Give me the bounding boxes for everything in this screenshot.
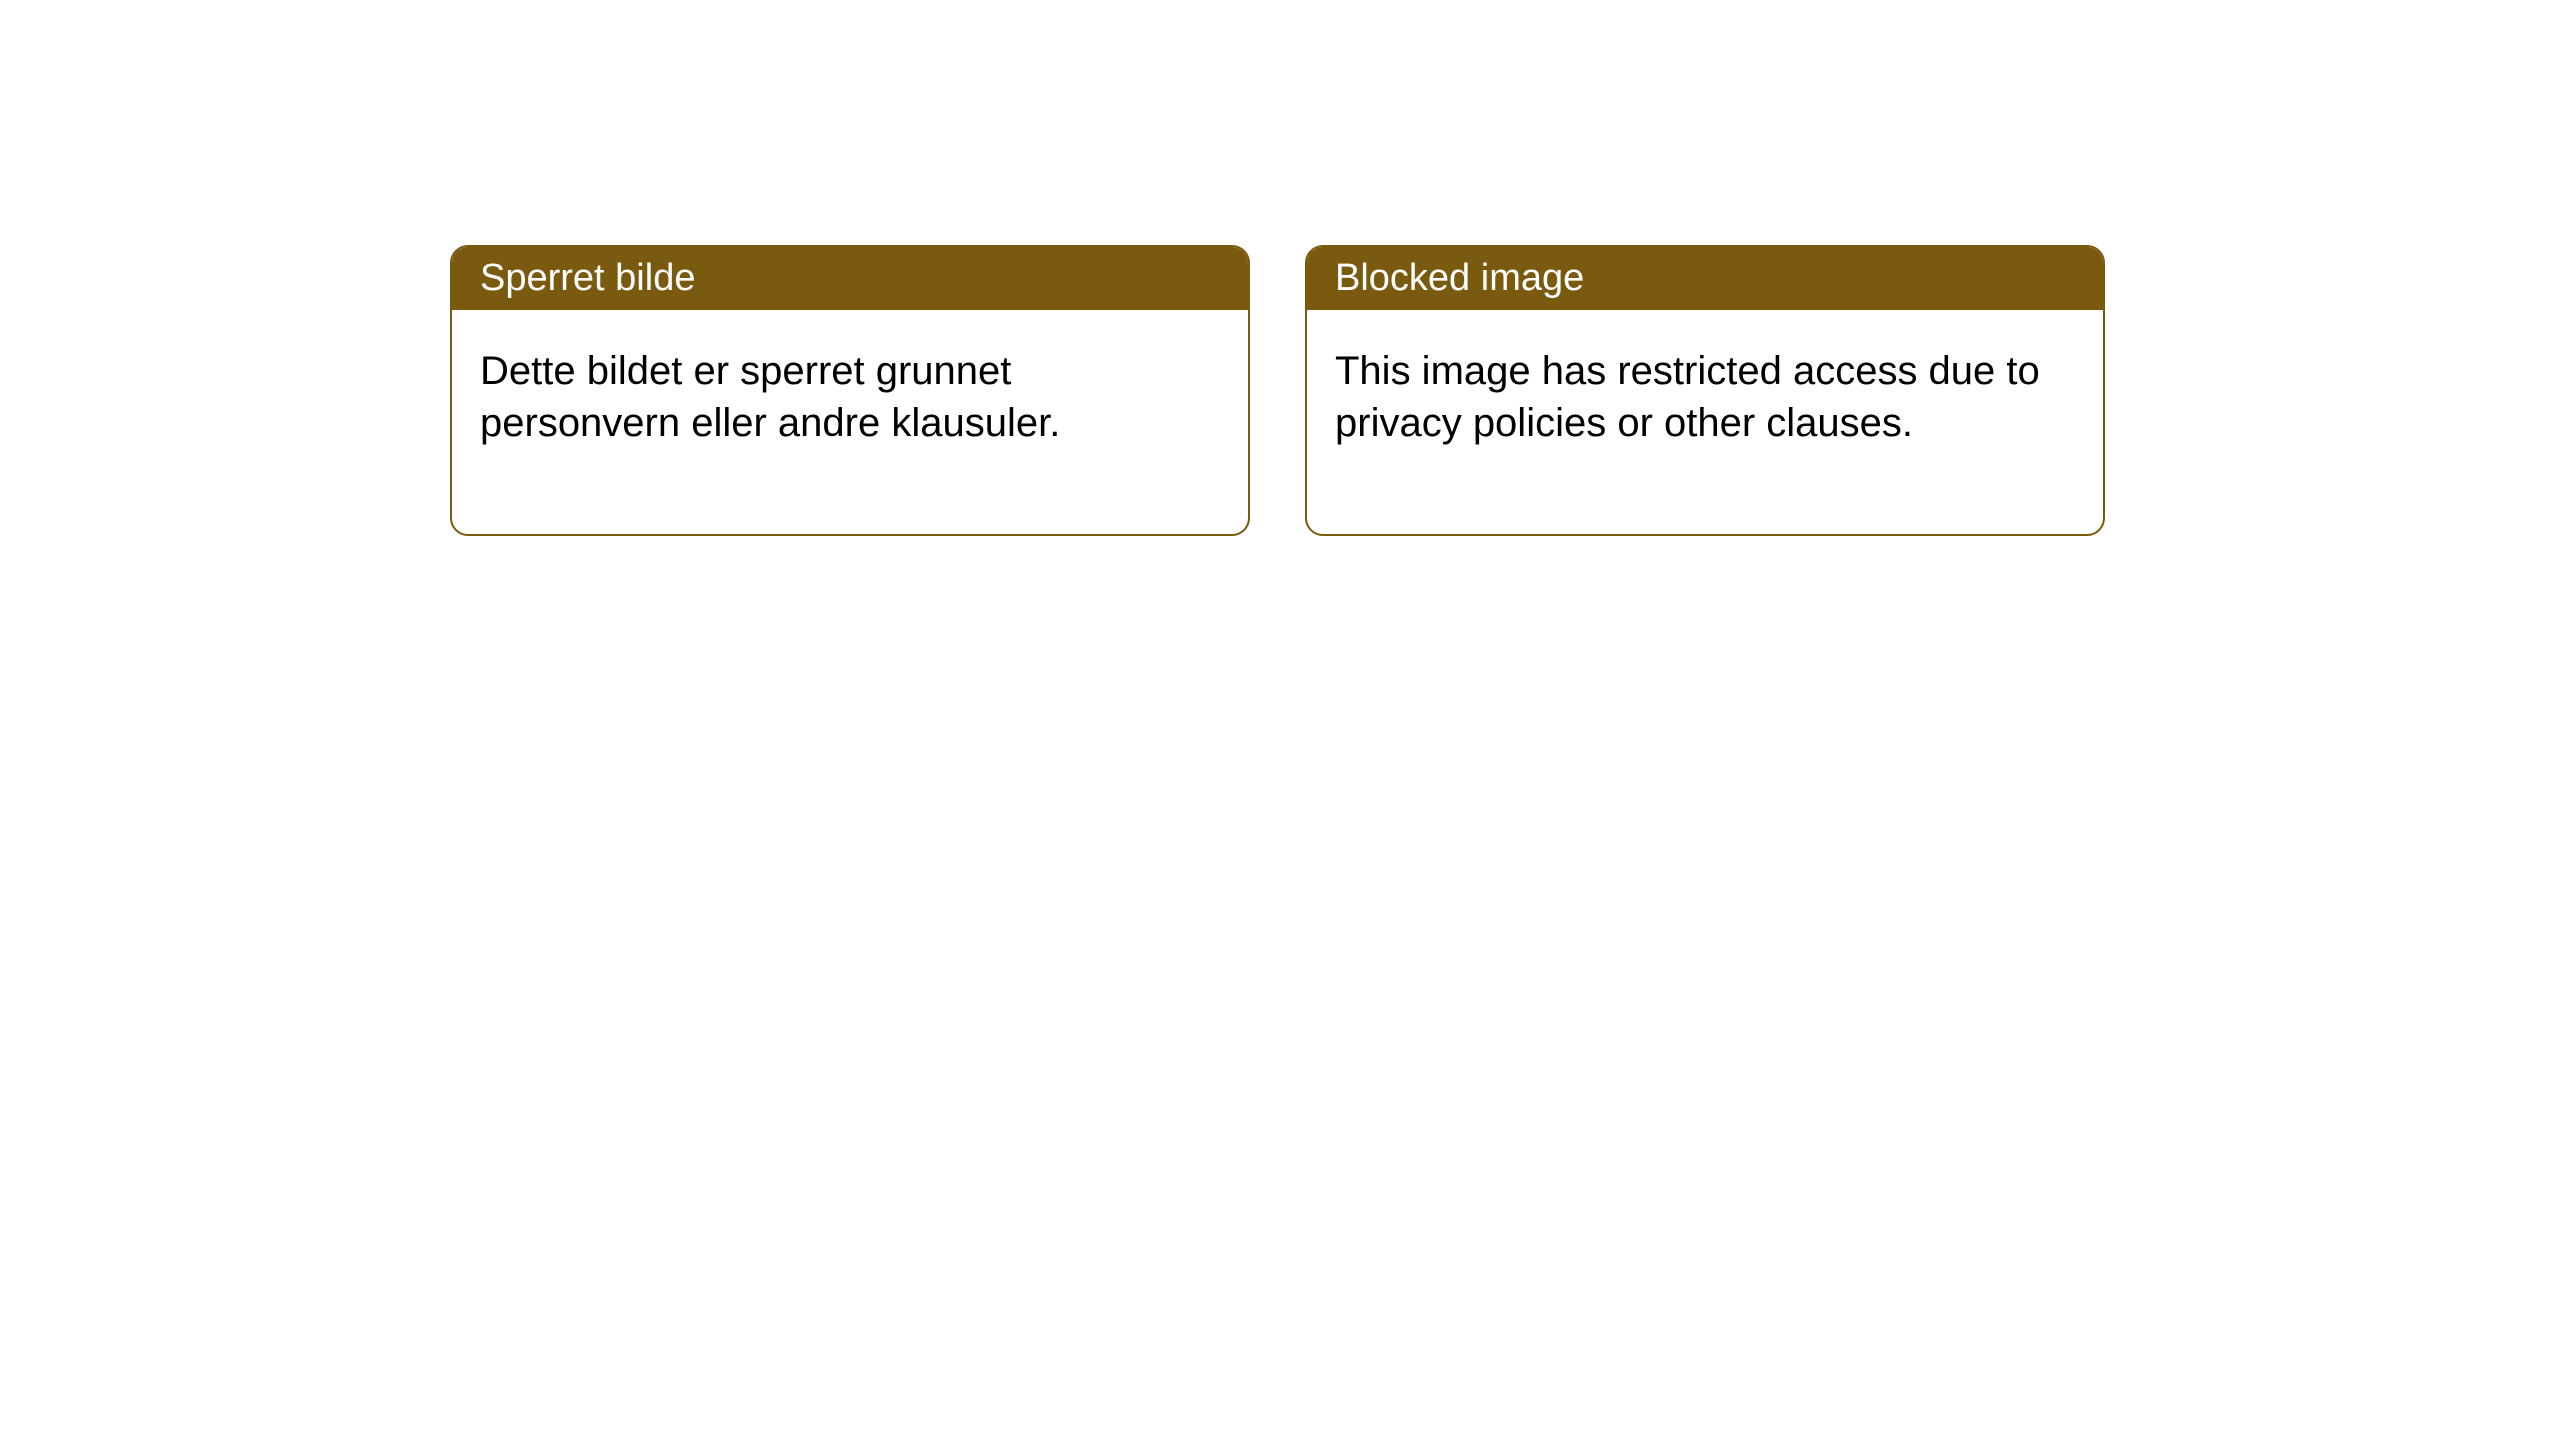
notice-header: Blocked image bbox=[1307, 247, 2103, 310]
notice-body: This image has restricted access due to … bbox=[1307, 310, 2103, 534]
notice-card-english: Blocked image This image has restricted … bbox=[1305, 245, 2105, 536]
notice-body: Dette bildet er sperret grunnet personve… bbox=[452, 310, 1248, 534]
notice-card-norwegian: Sperret bilde Dette bildet er sperret gr… bbox=[450, 245, 1250, 536]
notice-container: Sperret bilde Dette bildet er sperret gr… bbox=[450, 245, 2105, 536]
notice-header: Sperret bilde bbox=[452, 247, 1248, 310]
